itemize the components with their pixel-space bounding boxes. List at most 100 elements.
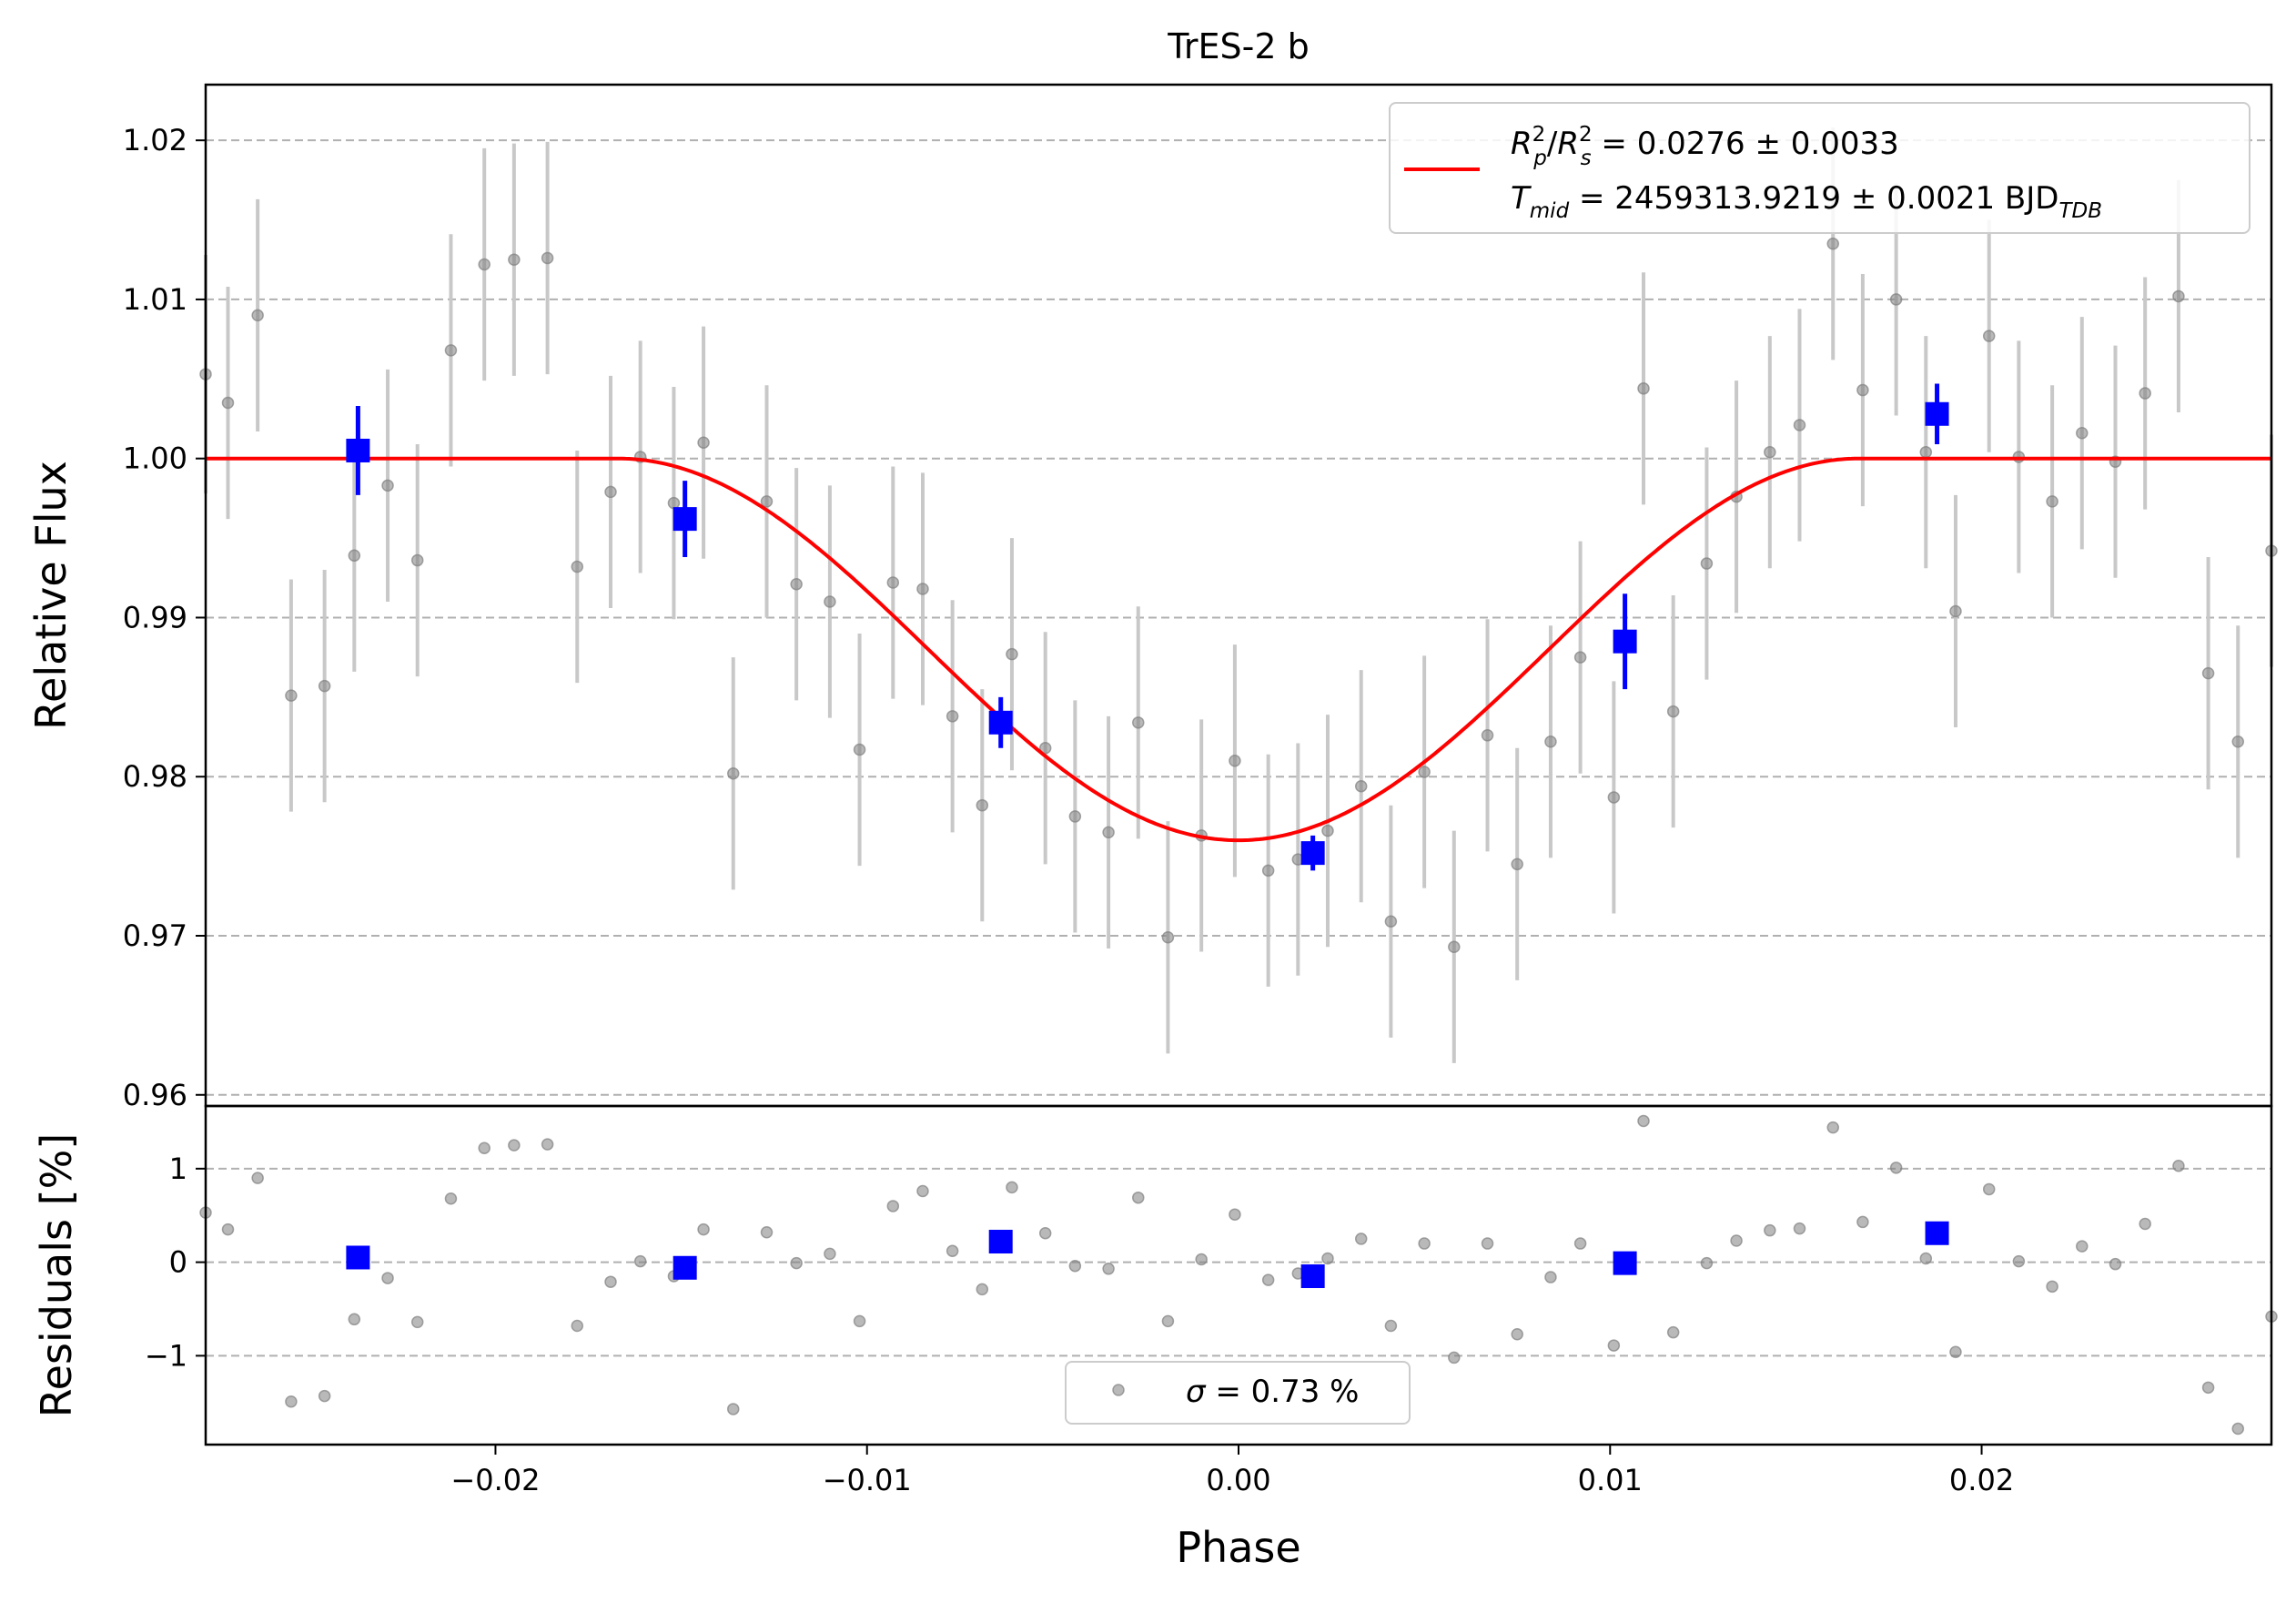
residual-point [221,1223,235,1236]
bottom-legend-box [1065,1361,1411,1425]
data-point [508,253,521,266]
residual-point [946,1244,959,1258]
y-axis-label-flux: Relative Flux [26,461,76,730]
data-point [1384,915,1398,928]
binned-residual-point [1613,1251,1637,1275]
data-point [667,496,681,510]
light-curve-panel: 0.96 0.97 0.98 0.99 1.00 1.01 1.02 [123,123,2278,1112]
residual-point [444,1192,458,1205]
data-point [1889,293,1903,306]
binned-residual-point [346,1245,370,1270]
residual-point [1102,1263,1115,1275]
residual-point [318,1389,331,1403]
data-point [726,766,740,780]
binned-residual-point [673,1255,697,1280]
residual-point [2139,1217,2151,1231]
residual-point [1161,1314,1175,1328]
data-point [541,251,554,265]
data-point [824,595,836,608]
bottom-data-points [199,1114,2278,1436]
data-point [571,560,584,573]
data-point [1700,557,1714,570]
binned-point [988,710,1013,735]
data-point [1764,445,1776,459]
data-point [1919,445,1933,459]
data-point [1607,791,1621,804]
binned-point [1613,629,1637,654]
residual-point [1700,1256,1714,1270]
binned-residual-point [988,1230,1013,1254]
data-point [853,743,866,756]
residual-point [1856,1215,1869,1229]
data-point [886,576,900,589]
data-point [348,549,361,563]
data-point [1038,742,1052,755]
bottom-y-tick-label: 0 [169,1245,187,1280]
residual-point [1321,1252,1334,1265]
data-point [1637,382,1650,395]
residual-point [790,1256,803,1270]
residual-point [478,1141,491,1154]
data-point [697,436,710,449]
residual-point [1038,1227,1052,1240]
data-point [1544,736,1557,748]
data-point [2046,495,2058,508]
residual-point [2172,1160,2185,1172]
residual-point [1949,1345,1962,1359]
residual-point [1982,1182,1996,1196]
data-point [1793,419,1806,431]
data-point [2172,289,2185,303]
top-y-tick-label: 0.98 [123,759,187,794]
residual-point [508,1139,521,1152]
residual-point [697,1223,710,1236]
residual-point [1793,1222,1806,1235]
top-legend-box [1389,102,2250,234]
data-point [604,485,617,499]
residual-point [2109,1257,2122,1271]
data-point [946,710,959,723]
data-point [221,396,235,410]
data-point [1321,824,1334,837]
data-point [318,679,331,693]
y-axis-label-residuals: Residuals [%] [32,1133,81,1417]
residual-point [1919,1252,1933,1265]
residual-point [604,1275,617,1288]
residual-point [1666,1325,1680,1339]
residual-point [410,1315,424,1329]
residual-point [285,1395,298,1408]
residual-point [251,1172,264,1184]
x-tick-label: −0.02 [450,1463,540,1497]
residual-point [348,1313,361,1326]
residual-point [1889,1162,1903,1174]
x-tick-label: 0.00 [1206,1463,1270,1497]
top-binned-points [346,383,1949,871]
data-point [760,495,774,508]
bottom-y-tick-label: −1 [145,1338,187,1373]
top-legend: R2 p/R2 s = 0.0276 ± 0.0033 Tmid = 2459313… [1389,102,2250,234]
data-point [285,689,298,702]
transit-model-line [206,456,2271,843]
binned-point [1925,401,1949,426]
data-point [790,578,803,591]
x-ticks: −0.02 −0.01 0.00 0.01 0.02 [450,1445,2014,1497]
residual-point [1384,1319,1398,1333]
residual-point [1730,1234,1743,1247]
binned-point [673,507,697,532]
data-point [2201,666,2215,680]
data-point [1448,940,1461,953]
legend-sigma: σ = 0.73 % [1186,1374,1359,1410]
residual-point [2231,1422,2245,1436]
data-point [1161,930,1175,944]
data-point [381,479,394,492]
data-point [1006,647,1018,661]
data-point [251,309,264,322]
residual-point [2076,1240,2089,1253]
x-tick-label: 0.02 [1949,1463,2014,1497]
data-point [1418,766,1431,778]
top-y-tick-label: 1.02 [123,123,187,157]
binned-point [1300,841,1325,866]
data-point [1229,755,1241,767]
residual-point [824,1247,836,1261]
binned-point [346,438,370,462]
